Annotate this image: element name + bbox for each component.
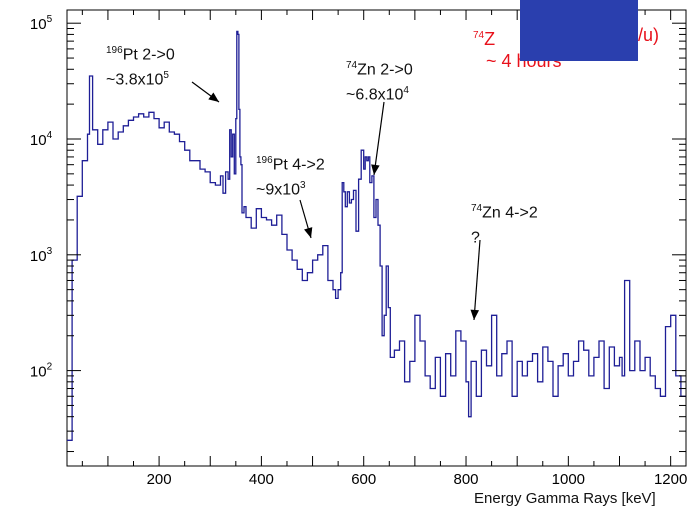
- arrow-zn74-2-0-head: [371, 164, 380, 175]
- arrow-zn74-2-0: [373, 101, 385, 176]
- annotation-zn74-2-0: 74Zn 2->0 ~6.8x104: [346, 60, 413, 104]
- run-label-line1: 74Z: [473, 29, 496, 49]
- y-tick-label: 105: [30, 14, 53, 33]
- arrow-zn74-4-2-head: [470, 309, 480, 320]
- x-tick-label: 800: [454, 471, 479, 488]
- x-tick-label: 400: [249, 471, 274, 488]
- annotation-pt196-4-2: 196Pt 4->2 ~9x103: [256, 155, 325, 199]
- arrow-zn74-4-2: [473, 239, 481, 321]
- cover-block: [520, 0, 638, 61]
- plot-frame: [66, 9, 687, 467]
- x-tick-label: 1000: [552, 471, 585, 488]
- y-tick-label: 102: [30, 362, 53, 381]
- arrow-pt196-4-2-head: [304, 227, 313, 238]
- x-axis-label: Energy Gamma Rays [keV]: [474, 490, 656, 507]
- histogram-series: [67, 30, 686, 441]
- annotation-zn74-4-2: 74Zn 4->2 ?: [471, 203, 538, 247]
- y-tick-label: 104: [30, 130, 53, 149]
- x-tick-label: 1200: [654, 471, 687, 488]
- x-tick-label: 600: [351, 471, 376, 488]
- annotation-pt196-2-0: 196Pt 2->0 ~3.8x105: [106, 45, 175, 89]
- x-tick-label: 200: [147, 471, 172, 488]
- arrow-pt196-2-0-head: [208, 92, 219, 102]
- y-tick-label: 103: [30, 246, 53, 265]
